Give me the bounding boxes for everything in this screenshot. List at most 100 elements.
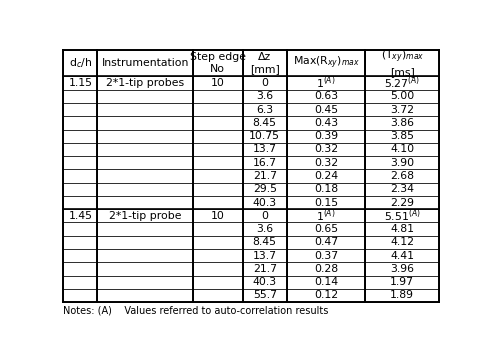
Text: 8.45: 8.45 [253, 237, 277, 247]
Bar [287, 156, 365, 169]
Text: 1.15: 1.15 [68, 78, 92, 88]
Text: 0.65: 0.65 [314, 224, 338, 234]
Text: 0.12: 0.12 [314, 290, 338, 300]
Bar [63, 116, 98, 130]
Bar [98, 116, 193, 130]
Bar [365, 76, 439, 90]
Bar [193, 156, 243, 169]
Bar [193, 169, 243, 183]
Bar [243, 183, 287, 196]
Bar [365, 90, 439, 103]
Bar [193, 143, 243, 156]
Text: 3.85: 3.85 [390, 131, 414, 141]
Bar [243, 262, 287, 276]
Text: 10.75: 10.75 [249, 131, 280, 141]
Text: 21.7: 21.7 [253, 171, 277, 181]
Text: 0.39: 0.39 [314, 131, 338, 141]
Bar [365, 183, 439, 196]
Bar [365, 276, 439, 289]
Bar [193, 289, 243, 302]
Bar [365, 143, 439, 156]
Bar [63, 76, 98, 90]
Bar [63, 143, 98, 156]
Bar [193, 236, 243, 249]
Text: 55.7: 55.7 [253, 290, 277, 300]
Bar [243, 103, 287, 116]
Text: 1$^{(A)}$: 1$^{(A)}$ [316, 208, 336, 224]
Bar [287, 103, 365, 116]
Bar [243, 130, 287, 143]
Bar [365, 156, 439, 169]
Bar [365, 236, 439, 249]
Bar [287, 262, 365, 276]
Bar [287, 76, 365, 90]
Bar [98, 262, 193, 276]
Bar [287, 90, 365, 103]
Bar [365, 289, 439, 302]
Text: 2*1-tip probe: 2*1-tip probe [109, 211, 181, 221]
Text: 6.3: 6.3 [256, 105, 273, 115]
Text: 5.00: 5.00 [390, 91, 415, 101]
Text: 5.27$^{(A)}$: 5.27$^{(A)}$ [384, 75, 420, 91]
Text: 1.45: 1.45 [68, 211, 92, 221]
Text: d$_c$/h: d$_c$/h [69, 56, 92, 70]
Bar [193, 276, 243, 289]
Bar [193, 249, 243, 262]
Bar [63, 90, 98, 103]
Text: 1.97: 1.97 [390, 277, 414, 287]
Text: 0.24: 0.24 [314, 171, 338, 181]
Bar [243, 50, 287, 76]
Bar [287, 130, 365, 143]
Bar [243, 249, 287, 262]
Bar [287, 183, 365, 196]
Text: Δz
[mm]: Δz [mm] [250, 52, 280, 74]
Bar [365, 130, 439, 143]
Bar [287, 196, 365, 209]
Text: 0: 0 [261, 78, 268, 88]
Bar [193, 196, 243, 209]
Bar [63, 276, 98, 289]
Bar [243, 143, 287, 156]
Bar [193, 90, 243, 103]
Bar [365, 249, 439, 262]
Bar [98, 209, 193, 222]
Bar [193, 183, 243, 196]
Text: 0.37: 0.37 [314, 251, 338, 261]
Bar [98, 196, 193, 209]
Bar [98, 289, 193, 302]
Bar [365, 169, 439, 183]
Bar [63, 222, 98, 236]
Text: 0.15: 0.15 [314, 198, 338, 208]
Bar [243, 76, 287, 90]
Bar [98, 276, 193, 289]
Bar [287, 249, 365, 262]
Bar [193, 262, 243, 276]
Bar [243, 209, 287, 222]
Bar [243, 276, 287, 289]
Bar [63, 262, 98, 276]
Bar [63, 103, 98, 116]
Bar [365, 262, 439, 276]
Bar [193, 50, 243, 76]
Text: 8.45: 8.45 [253, 118, 277, 128]
Bar [98, 249, 193, 262]
Text: Max(R$_{xy}$)$_{max}$: Max(R$_{xy}$)$_{max}$ [293, 55, 359, 71]
Bar [193, 209, 243, 222]
Text: Notes: (A)    Values referred to auto-correlation results: Notes: (A) Values referred to auto-corre… [63, 305, 328, 315]
Bar [243, 222, 287, 236]
Text: 2.29: 2.29 [390, 198, 414, 208]
Text: 13.7: 13.7 [253, 251, 277, 261]
Text: 10: 10 [211, 78, 225, 88]
Bar [287, 50, 365, 76]
Text: 4.12: 4.12 [390, 237, 414, 247]
Text: 2*1-tip probes: 2*1-tip probes [106, 78, 184, 88]
Bar [287, 276, 365, 289]
Bar [193, 130, 243, 143]
Text: 2.68: 2.68 [390, 171, 414, 181]
Text: 40.3: 40.3 [253, 198, 277, 208]
Text: 3.6: 3.6 [256, 224, 273, 234]
Text: 21.7: 21.7 [253, 264, 277, 274]
Text: 16.7: 16.7 [253, 158, 277, 168]
Bar [365, 116, 439, 130]
Bar [365, 222, 439, 236]
